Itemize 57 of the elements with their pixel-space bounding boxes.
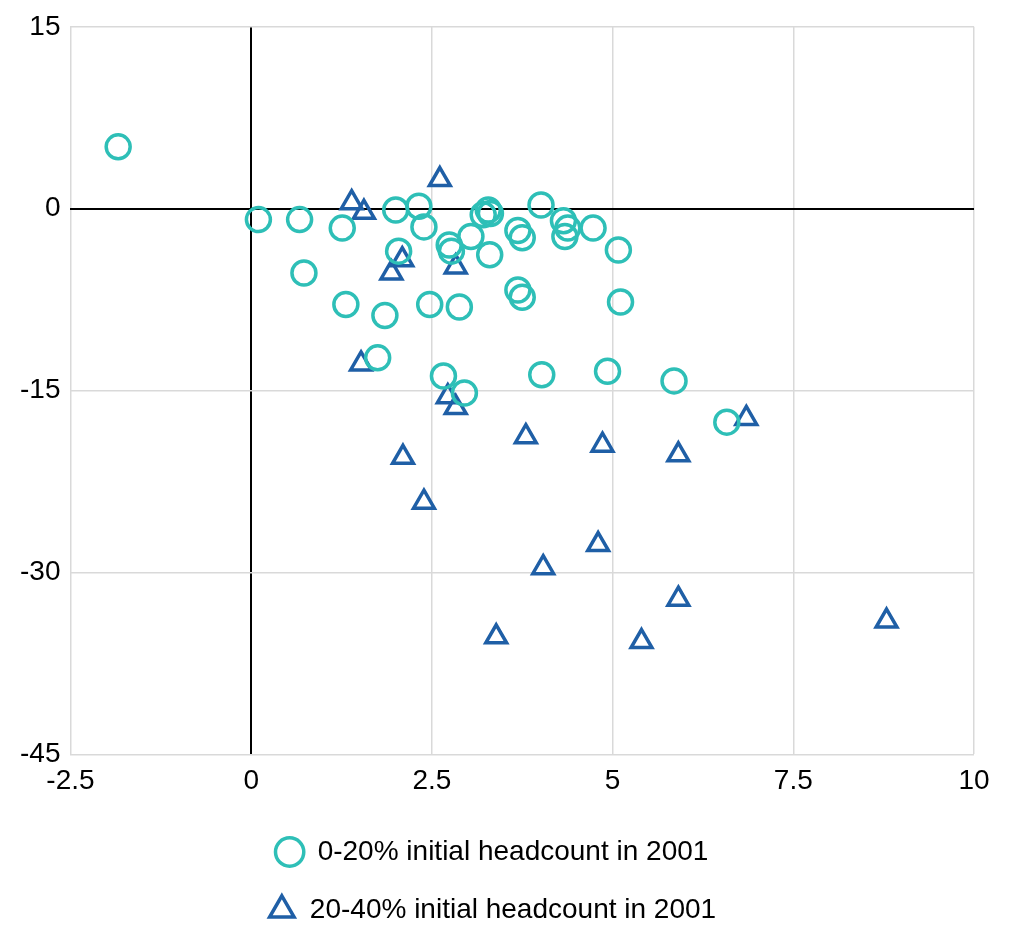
point: [549, 207, 578, 235]
point: [411, 488, 437, 510]
point: [371, 301, 399, 330]
point: [384, 237, 413, 265]
y-tick-label: -30: [20, 555, 61, 587]
point: [713, 408, 741, 436]
point: [410, 213, 438, 241]
y-tick-label: 15: [29, 9, 61, 41]
x-tick-label: 2.5: [412, 763, 452, 795]
point: [513, 422, 538, 445]
point: [469, 201, 497, 229]
point: [475, 241, 504, 269]
point: [606, 288, 635, 316]
point: [528, 361, 556, 389]
point: [531, 553, 556, 576]
point: [429, 362, 458, 390]
point: [666, 441, 691, 463]
x-tick-label: 0: [243, 763, 259, 795]
x-tick-label: 10: [958, 763, 990, 795]
point: [244, 205, 273, 234]
point: [405, 192, 433, 221]
point: [435, 231, 463, 259]
point: [508, 283, 536, 311]
point: [551, 222, 579, 251]
legend-label: 0-20% initial headcount in 2001: [317, 834, 709, 866]
point: [527, 191, 555, 219]
point: [290, 259, 318, 287]
point: [104, 133, 132, 161]
x-tick-label: 5: [604, 763, 621, 795]
point: [874, 607, 899, 629]
point: [415, 290, 444, 319]
point: [437, 237, 466, 265]
legend-label: 20-40% initial headcount in 2001: [309, 892, 717, 924]
point: [579, 214, 607, 242]
point: [457, 222, 485, 251]
point: [381, 196, 410, 224]
point: [508, 224, 536, 252]
point: [504, 276, 532, 304]
point: [666, 585, 691, 607]
point: [660, 367, 688, 395]
point: [332, 290, 360, 319]
point: [363, 344, 392, 372]
point: [585, 530, 611, 553]
x-tick-label: 7.5: [773, 763, 813, 795]
y-tick-label: 0: [44, 191, 61, 223]
point: [450, 379, 479, 407]
point: [590, 431, 615, 453]
point: [554, 214, 582, 242]
point: [445, 293, 474, 321]
point: [504, 216, 532, 245]
point: [629, 627, 654, 650]
point: [328, 214, 356, 242]
point: [593, 357, 622, 385]
point: [604, 236, 633, 264]
point: [484, 623, 509, 645]
y-tick-label: -15: [20, 373, 61, 405]
point: [285, 205, 314, 234]
